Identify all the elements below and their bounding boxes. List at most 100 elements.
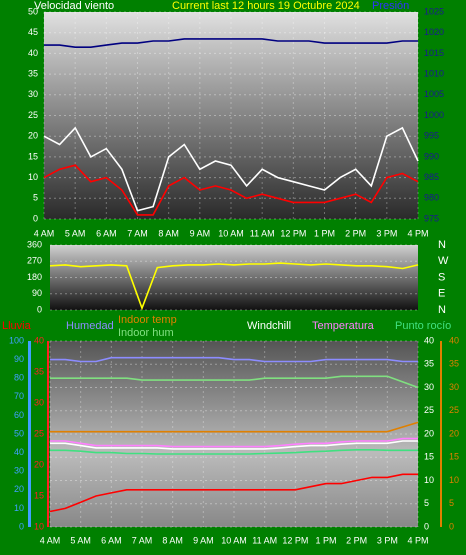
legend-label: Presión (372, 0, 409, 12)
y-tick-label: 90 (14, 354, 24, 364)
y-tick-label: 1005 (424, 89, 444, 99)
x-tick-label: 11 AM (250, 228, 275, 238)
y-tick-label: 10 (424, 475, 434, 485)
y-tick-label: 5 (449, 498, 454, 508)
legend-label: Indoor temp (118, 314, 177, 326)
y-tick-label: 1020 (424, 27, 444, 37)
y-tick-label: 25 (34, 428, 44, 438)
y-tick-label: 10 (34, 521, 44, 531)
y-tick-label: 90 (32, 288, 42, 298)
rain-strip (47, 341, 49, 527)
x-tick-label: 5 AM (65, 228, 86, 238)
y-tick-label: 25 (28, 110, 38, 120)
x-tick-label: 12 PM (280, 228, 306, 238)
y-tick-label: 80 (14, 373, 24, 383)
y-tick-label: 20 (449, 428, 459, 438)
y-tick-label: 20 (34, 459, 44, 469)
y-tick-label: 990 (424, 151, 439, 161)
y-tick-label: 15 (449, 452, 459, 462)
x-tick-label: 9 AM (190, 228, 211, 238)
y-tick-label: 0 (19, 521, 24, 531)
y-tick-label: 985 (424, 172, 439, 182)
x-tick-label: 7 AM (127, 228, 148, 238)
y-tick-label: 35 (424, 359, 434, 369)
y-tick-label: 1000 (424, 110, 444, 120)
wind-panel (44, 12, 418, 219)
y-tick-label: 100 (9, 335, 24, 345)
y-tick-label: 180 (27, 272, 42, 282)
y-tick-label: 45 (28, 27, 38, 37)
y-tick-label: 25 (424, 405, 434, 415)
series-line (49, 473, 418, 513)
direction-label: S (438, 271, 445, 283)
y-tick-label: 15 (28, 151, 38, 161)
y-tick-label: 1015 (424, 48, 444, 58)
y-tick-label: 10 (449, 475, 459, 485)
y-tick-label: 0 (424, 521, 429, 531)
y-tick-label: 15 (34, 490, 44, 500)
y-tick-label: 20 (424, 428, 434, 438)
x-tick-label: 5 AM (70, 535, 91, 545)
y-tick-label: 0 (449, 521, 454, 531)
y-tick-label: 980 (424, 193, 439, 203)
y-tick-label: 975 (424, 213, 439, 223)
x-tick-label: 8 AM (158, 228, 179, 238)
series-line (44, 38, 418, 48)
y-tick-label: 70 (14, 391, 24, 401)
x-tick-label: 4 PM (407, 535, 428, 545)
legend-label: Indoor hum (118, 327, 174, 339)
legend-label: Windchill (247, 320, 291, 332)
x-tick-label: 4 PM (407, 228, 428, 238)
y-tick-label: 20 (14, 484, 24, 494)
series-line (50, 375, 419, 389)
legend-label: Velocidad viento (34, 0, 114, 12)
x-tick-label: 9 AM (193, 535, 214, 545)
x-tick-label: 11 AM (252, 535, 277, 545)
series-line (50, 356, 418, 363)
y-tick-label: 20 (28, 131, 38, 141)
y-tick-label: 360 (27, 239, 42, 249)
x-tick-label: 6 AM (101, 535, 122, 545)
x-tick-label: 7 AM (132, 535, 153, 545)
x-tick-label: 4 AM (40, 535, 61, 545)
humidity-strip (28, 341, 31, 527)
legend-label: Punto rocío (395, 320, 451, 332)
direction-panel (50, 245, 418, 310)
y-tick-label: 5 (33, 193, 38, 203)
y-tick-label: 40 (449, 335, 459, 345)
x-tick-label: 2 PM (346, 535, 367, 545)
x-tick-label: 12 PM (282, 535, 308, 545)
series-line (50, 437, 418, 448)
y-tick-label: 0 (33, 213, 38, 223)
indoor-strip (440, 341, 442, 527)
y-tick-label: 30 (28, 89, 38, 99)
x-tick-label: 1 PM (314, 228, 335, 238)
y-tick-label: 1025 (424, 6, 444, 16)
series-line (50, 449, 418, 455)
y-tick-label: 10 (28, 172, 38, 182)
y-tick-label: 10 (14, 503, 24, 513)
y-tick-label: 50 (14, 428, 24, 438)
y-tick-label: 25 (449, 405, 459, 415)
y-tick-label: 40 (28, 48, 38, 58)
x-tick-label: 3 PM (376, 228, 397, 238)
x-tick-label: 2 PM (345, 228, 366, 238)
x-tick-label: 10 AM (221, 535, 247, 545)
y-tick-label: 30 (34, 397, 44, 407)
direction-label: N (438, 239, 446, 251)
y-tick-label: 60 (14, 410, 24, 420)
y-tick-label: 30 (449, 382, 459, 392)
legend-label: Humedad (66, 320, 114, 332)
x-tick-label: 8 AM (162, 535, 183, 545)
series-line (50, 421, 419, 433)
direction-label: N (438, 304, 446, 316)
x-tick-label: 10 AM (218, 228, 244, 238)
y-tick-label: 30 (14, 466, 24, 476)
legend-label: Temperatura (312, 320, 375, 332)
x-tick-label: 3 PM (377, 535, 398, 545)
x-tick-label: 4 AM (34, 228, 55, 238)
series-line (43, 126, 419, 212)
y-tick-label: 0 (37, 304, 42, 314)
y-tick-label: 50 (28, 6, 38, 16)
